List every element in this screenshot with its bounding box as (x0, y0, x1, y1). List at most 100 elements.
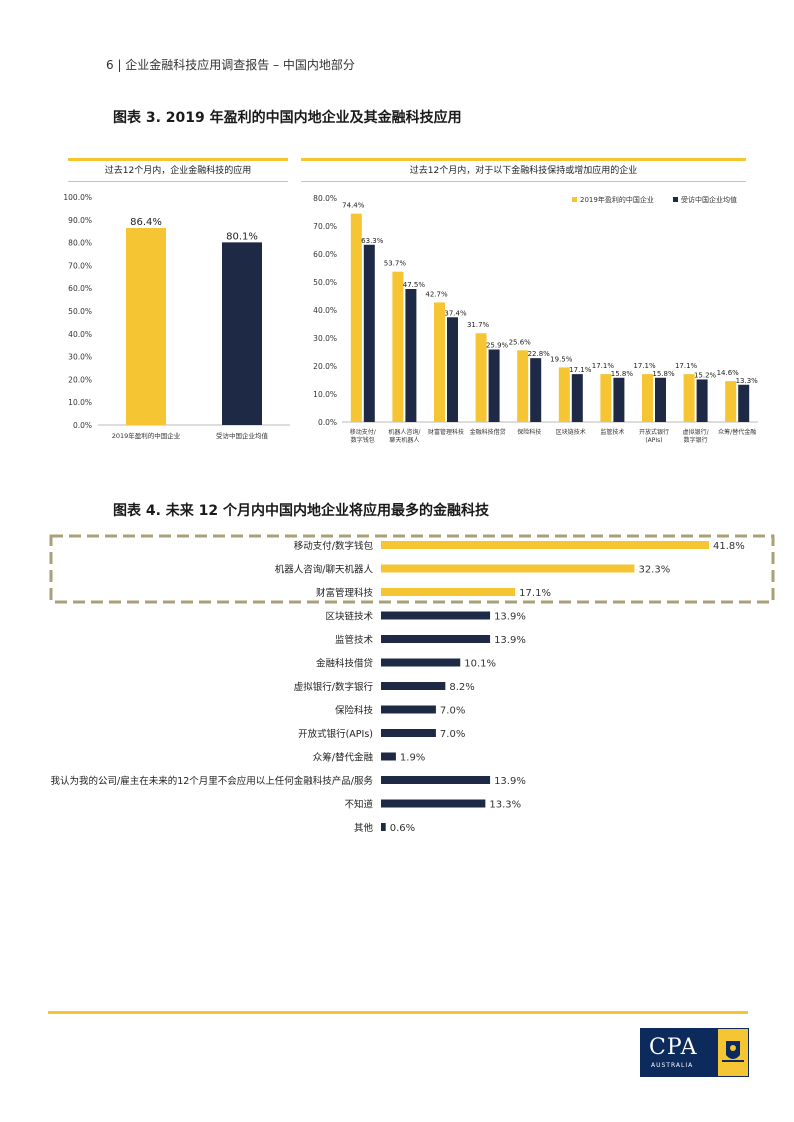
y-tick-label: 70.0% (313, 222, 337, 231)
bar (642, 374, 653, 422)
category-label: 区块链技术 (556, 428, 586, 436)
y-tick-label: 40.0% (313, 306, 337, 315)
bar (738, 384, 750, 422)
bar (350, 213, 362, 422)
data-label: 17.1% (519, 588, 551, 599)
bar (381, 564, 635, 573)
data-label: 17.1% (569, 366, 592, 374)
category-label: 不知道 (344, 799, 373, 811)
y-tick-label: 30.0% (68, 353, 92, 362)
bar (725, 381, 737, 422)
category-label: 虚拟银行/ (683, 428, 710, 436)
category-label: 我认为我的公司/雇主在未来的12个月里不会应用以上任何金融科技产品/服务 (51, 775, 374, 787)
y-tick-label: 0.0% (73, 421, 92, 430)
bar (488, 349, 500, 422)
legend-label: 受访中国企业均值 (681, 195, 737, 204)
chart-right: 0.0% 10.0% 20.0% 30.0% 40.0% 50.0% 60.0% 70.0% 8… (313, 194, 759, 444)
bar (381, 705, 436, 714)
data-label: 15.2% (694, 371, 717, 379)
data-label: 13.3% (489, 800, 521, 811)
data-label: 80.1% (226, 231, 258, 242)
data-label: 17.1% (675, 362, 698, 370)
bar (381, 823, 386, 831)
data-label: 47.5% (403, 281, 426, 289)
data-label: 10.1% (464, 659, 496, 670)
logo-text: CPA (649, 1035, 698, 1060)
y-tick-label: 80.0% (313, 194, 337, 203)
data-label: 13.9% (494, 776, 526, 787)
footer-rule (48, 1011, 748, 1014)
data-label: 13.9% (494, 635, 526, 646)
y-tick-label: 50.0% (313, 278, 337, 287)
category-label: 开放式银行(APIs) (298, 728, 373, 740)
data-label: 41.8% (713, 541, 745, 552)
bar (558, 367, 570, 422)
data-label: 0.6% (390, 823, 415, 834)
category-label: 监管技术 (335, 634, 374, 646)
bar (517, 350, 529, 422)
data-label: 25.6% (509, 338, 532, 346)
data-label: 74.4% (342, 202, 365, 210)
crest-icon (718, 1029, 748, 1076)
category-label: 移动支付/ (350, 428, 377, 436)
y-tick-label: 60.0% (313, 250, 337, 259)
y-tick-label: 90.0% (68, 216, 92, 225)
bar (381, 799, 486, 808)
legend-swatch (673, 197, 678, 202)
bar (381, 682, 446, 690)
y-tick-label: 0.0% (318, 418, 337, 427)
data-label: 17.1% (592, 362, 615, 370)
bar (381, 658, 461, 667)
data-label: 19.5% (550, 355, 573, 363)
bar (381, 752, 396, 761)
bar (571, 374, 583, 422)
category-label: 监管技术 (600, 428, 624, 436)
data-label: 31.7% (467, 321, 490, 329)
category-label: 机器人咨询/聊天机器人 (275, 564, 374, 576)
category-label: 财富管理科技 (428, 428, 464, 436)
data-label: 25.9% (486, 341, 509, 349)
legend-swatch (572, 197, 577, 202)
bar (381, 635, 491, 643)
y-tick-label: 70.0% (68, 261, 92, 270)
y-tick-label: 40.0% (68, 330, 92, 339)
category-label: 开放式银行 (639, 428, 669, 436)
highlight-box (49, 534, 775, 604)
bar (363, 244, 375, 422)
category-label: 区块链技术 (325, 611, 373, 623)
y-tick-label: 20.0% (68, 375, 92, 384)
bar (381, 541, 709, 549)
category-label: 众筹/替代金融 (313, 752, 374, 764)
y-tick-label: 80.0% (68, 239, 92, 248)
data-label: 13.3% (736, 377, 759, 385)
category-label: 众筹/替代金融 (718, 428, 756, 436)
data-label: 37.4% (444, 309, 467, 317)
category-label: 保险科技 (517, 428, 541, 436)
figure-3-title: 图表 3. 2019 年盈利的中国内地企业及其金融科技应用 (113, 110, 462, 126)
y-tick-label: 10.0% (313, 390, 337, 399)
y-tick-label: 60.0% (68, 284, 92, 293)
category-label: 2019年盈利的中国企业 (112, 431, 181, 440)
category-label: 数字钱包 (351, 436, 375, 444)
category-label: 金融科技借贷 (470, 428, 506, 436)
category-label: 机器人咨询/ (388, 428, 421, 436)
data-label: 17.1% (633, 362, 656, 370)
bar (381, 776, 491, 784)
category-label: 财富管理科技 (316, 587, 374, 599)
data-label: 22.8% (528, 350, 551, 358)
category-label: 受访中国企业均值 (216, 431, 269, 440)
data-label: 42.7% (425, 290, 448, 298)
category-label: (APIs) (645, 437, 662, 444)
data-label: 8.2% (449, 682, 474, 693)
data-label: 14.6% (717, 369, 740, 377)
right-panel-title: 过去12个月内，对于以下金融科技保持或增加应用的企业 (301, 158, 746, 182)
bar (405, 289, 417, 422)
data-label: 15.8% (611, 370, 634, 378)
y-tick-label: 50.0% (68, 307, 92, 316)
bar (683, 374, 695, 422)
category-label: 聊天机器人 (389, 436, 419, 444)
category-label: 保险科技 (335, 705, 374, 717)
bar (381, 611, 491, 620)
data-label: 53.7% (384, 260, 407, 268)
chart-horizontal: 移动支付/数字钱包 41.8% 机器人咨询/聊天机器人 32.3% 财富管理科技 17.1… (49, 534, 775, 834)
